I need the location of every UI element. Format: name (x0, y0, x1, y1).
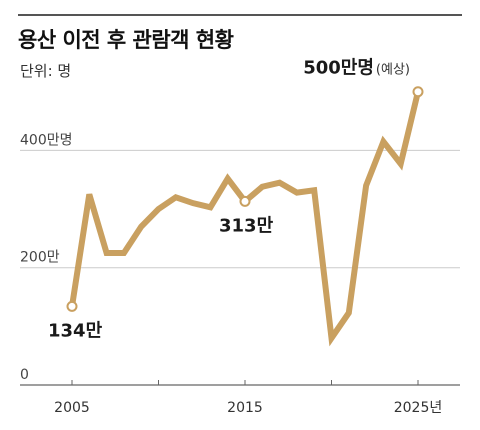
data-point (158, 208, 159, 210)
y-tick-label: 200만 (20, 250, 60, 266)
x-tick-labels: 2005 2015 2025년 (54, 400, 442, 416)
annotation-marker (239, 195, 251, 207)
annotation-value: 500만명 (303, 58, 374, 79)
y-tick-label: 400만명 (20, 132, 72, 148)
data-point (296, 192, 298, 194)
x-tick-label: 2025년 (394, 400, 443, 416)
x-tick-label: 2005 (54, 400, 90, 416)
annotation-note: (예상) (376, 63, 410, 78)
annotation-label: 134만 (48, 320, 103, 341)
data-point (88, 193, 90, 195)
data-point (331, 337, 332, 339)
unit-label: 단위: 명 (20, 62, 72, 80)
data-point (140, 226, 142, 228)
data-point (175, 196, 177, 198)
data-point (400, 163, 402, 165)
data-point (313, 189, 315, 191)
data-point (123, 252, 125, 254)
annotation-label: 500만명 (예상) (303, 58, 410, 79)
chart-title: 용산 이전 후 관람객 현황 (18, 28, 234, 52)
annotation-value: 134만 (48, 320, 103, 341)
data-point (192, 202, 194, 204)
annotation-marker (66, 300, 78, 312)
data-point (348, 312, 350, 314)
annotation-label: 313만 (219, 215, 274, 236)
data-point (106, 252, 108, 254)
top-rule (18, 14, 462, 16)
x-axis (20, 380, 460, 386)
data-point (365, 185, 367, 187)
data-point (261, 186, 263, 188)
data-point (227, 178, 229, 180)
annotation-marker (412, 86, 424, 98)
data-point (279, 182, 281, 184)
annotation-value: 313만 (219, 215, 274, 236)
annotations: 134만 313만 500만명 (예상) (48, 58, 424, 341)
y-tick-label: 0 (20, 367, 29, 383)
data-point (382, 141, 384, 143)
data-point (209, 206, 211, 208)
x-tick-label: 2015 (227, 400, 263, 416)
y-tick-labels: 0 200만 400만명 (20, 132, 72, 383)
